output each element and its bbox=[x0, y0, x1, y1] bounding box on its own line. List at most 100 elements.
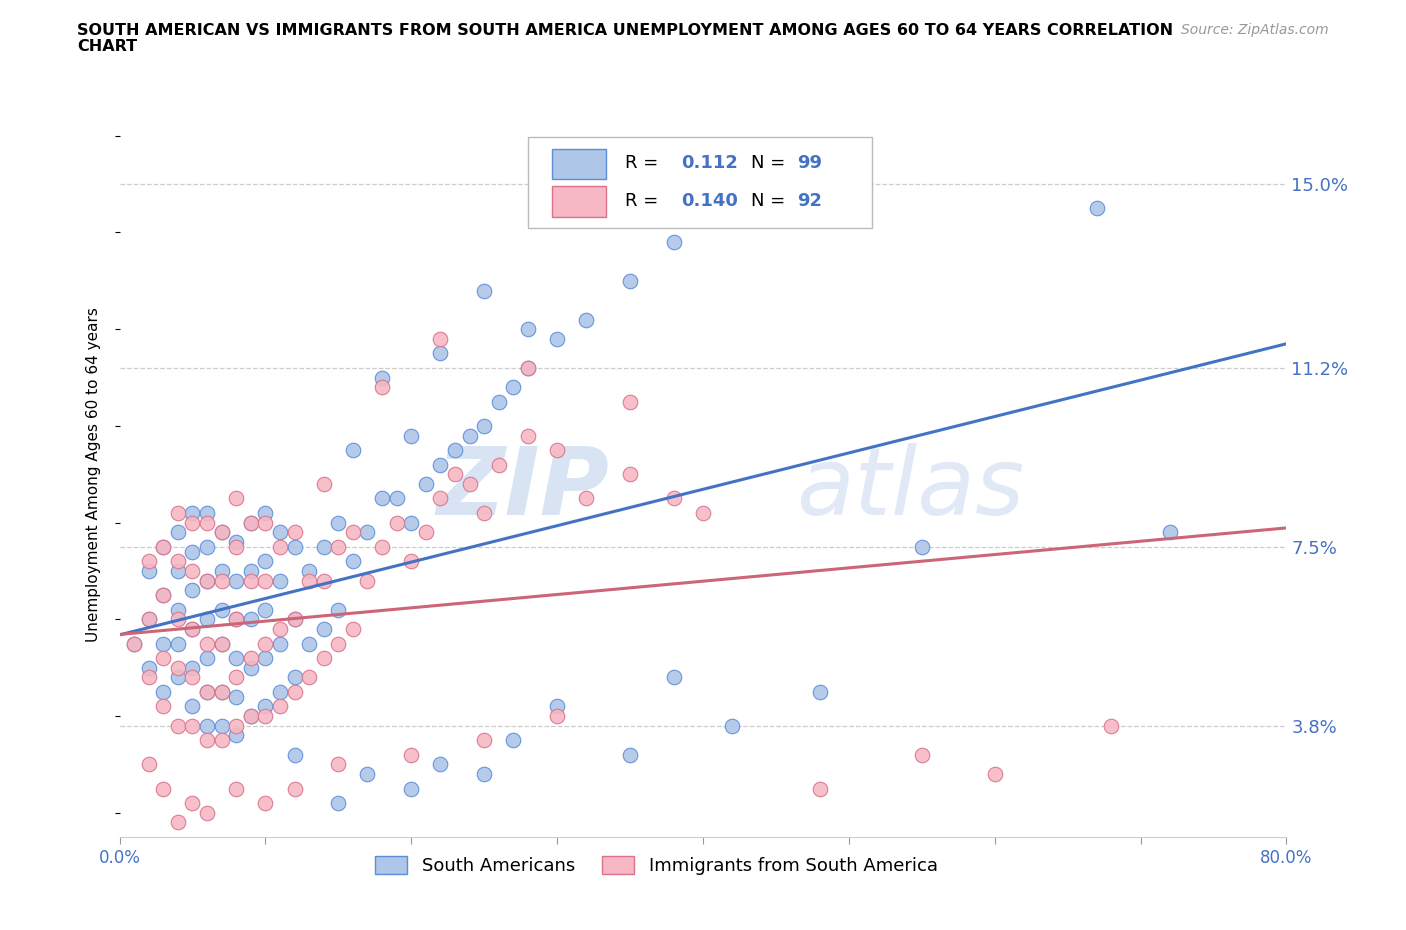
Point bbox=[356, 573, 378, 588]
Point bbox=[312, 573, 335, 588]
Point bbox=[211, 718, 233, 733]
Point bbox=[328, 757, 350, 772]
Point bbox=[195, 573, 218, 588]
Text: 99: 99 bbox=[797, 154, 823, 172]
Legend: South Americans, Immigrants from South America: South Americans, Immigrants from South A… bbox=[367, 848, 945, 883]
Point bbox=[444, 443, 467, 458]
Point bbox=[283, 748, 307, 763]
Point bbox=[166, 506, 188, 521]
Point bbox=[254, 709, 277, 724]
Point bbox=[546, 699, 568, 714]
Point bbox=[138, 564, 160, 578]
Point bbox=[371, 379, 394, 394]
Point bbox=[269, 699, 291, 714]
Point bbox=[225, 573, 247, 588]
Point bbox=[181, 515, 204, 530]
Point bbox=[181, 583, 204, 598]
Point bbox=[195, 651, 218, 666]
Point bbox=[195, 733, 218, 748]
Point bbox=[1099, 718, 1122, 733]
Point bbox=[472, 418, 495, 433]
Point bbox=[122, 636, 145, 651]
Point bbox=[517, 322, 540, 337]
Point bbox=[692, 506, 714, 521]
Point bbox=[401, 515, 423, 530]
Point bbox=[166, 564, 188, 578]
Point bbox=[152, 636, 174, 651]
Point bbox=[808, 781, 831, 796]
Point bbox=[444, 467, 467, 482]
Point bbox=[911, 539, 934, 554]
Point bbox=[181, 564, 204, 578]
Point bbox=[312, 476, 335, 491]
Point bbox=[517, 361, 540, 376]
Point bbox=[298, 573, 321, 588]
Point bbox=[239, 709, 262, 724]
Point bbox=[283, 781, 307, 796]
Point bbox=[239, 564, 262, 578]
Y-axis label: Unemployment Among Ages 60 to 64 years: Unemployment Among Ages 60 to 64 years bbox=[86, 307, 101, 642]
Point bbox=[328, 636, 350, 651]
Point bbox=[283, 612, 307, 627]
Point bbox=[166, 670, 188, 684]
Point bbox=[138, 670, 160, 684]
Text: 92: 92 bbox=[797, 192, 823, 210]
Point bbox=[225, 539, 247, 554]
Point bbox=[619, 273, 641, 288]
Point bbox=[195, 506, 218, 521]
Text: ZIP: ZIP bbox=[437, 443, 610, 535]
Point bbox=[502, 733, 524, 748]
Point bbox=[283, 684, 307, 699]
Point bbox=[239, 573, 262, 588]
Point bbox=[239, 651, 262, 666]
Point bbox=[254, 603, 277, 618]
Point bbox=[138, 757, 160, 772]
Point bbox=[721, 718, 744, 733]
FancyBboxPatch shape bbox=[529, 137, 872, 228]
Point bbox=[283, 670, 307, 684]
Point bbox=[575, 312, 598, 327]
Point bbox=[211, 733, 233, 748]
Point bbox=[254, 796, 277, 811]
Point bbox=[166, 525, 188, 539]
Point bbox=[239, 612, 262, 627]
Point bbox=[254, 699, 277, 714]
Point bbox=[458, 476, 481, 491]
Point bbox=[225, 689, 247, 704]
Point bbox=[298, 636, 321, 651]
Point bbox=[662, 491, 685, 506]
Point bbox=[239, 515, 262, 530]
Point bbox=[429, 458, 451, 472]
Point bbox=[152, 684, 174, 699]
Point bbox=[195, 612, 218, 627]
Point bbox=[488, 458, 510, 472]
Text: Source: ZipAtlas.com: Source: ZipAtlas.com bbox=[1181, 23, 1329, 37]
Point bbox=[808, 684, 831, 699]
Point bbox=[225, 728, 247, 743]
Point bbox=[166, 718, 188, 733]
Text: N =: N = bbox=[751, 154, 790, 172]
Point bbox=[138, 612, 160, 627]
Point bbox=[225, 612, 247, 627]
Point bbox=[429, 331, 451, 346]
Point bbox=[195, 805, 218, 820]
Point bbox=[254, 515, 277, 530]
Point bbox=[254, 506, 277, 521]
Point bbox=[152, 539, 174, 554]
Point bbox=[152, 539, 174, 554]
Point bbox=[517, 361, 540, 376]
Point bbox=[239, 660, 262, 675]
Point bbox=[619, 748, 641, 763]
Point bbox=[181, 506, 204, 521]
Point bbox=[472, 733, 495, 748]
Point bbox=[472, 766, 495, 781]
Point bbox=[166, 603, 188, 618]
Point bbox=[181, 544, 204, 559]
Point bbox=[356, 766, 378, 781]
Point bbox=[239, 515, 262, 530]
Point bbox=[195, 684, 218, 699]
Point bbox=[342, 443, 364, 458]
Point bbox=[283, 612, 307, 627]
Point bbox=[911, 748, 934, 763]
Point bbox=[254, 651, 277, 666]
